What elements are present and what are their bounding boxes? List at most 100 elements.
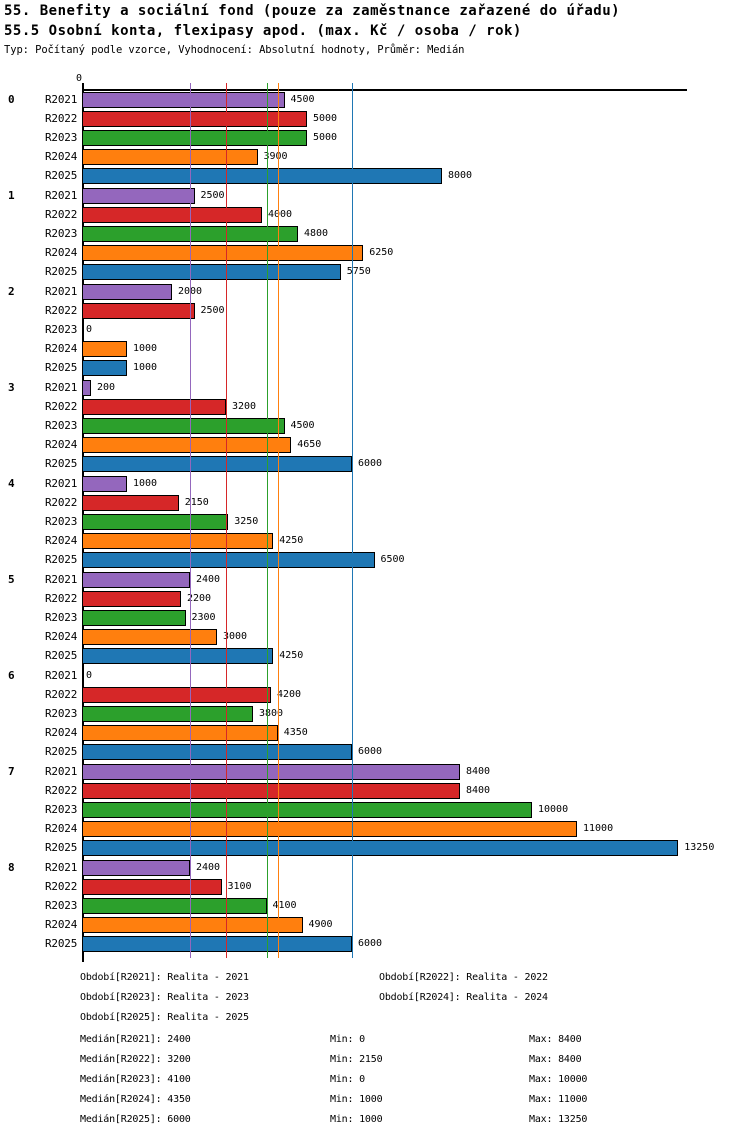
bar-value-label: 5000: [313, 131, 338, 143]
row-label: R2025: [45, 457, 78, 471]
legend-min-item: Min: 2150: [330, 1054, 383, 1065]
row-label: R2022: [45, 111, 78, 125]
bar-chart-plot-area: 0 0 R2021 4500 R2022 5000 R2023 5000 R2024 3900 R2…: [8, 73, 714, 962]
bar: [82, 110, 307, 127]
bar-value-label: 2400: [196, 861, 221, 873]
row-label: R2025: [45, 553, 78, 567]
bar-value-label: 2500: [200, 304, 225, 316]
legend-median-item: Medián[R2023]: 4100: [80, 1074, 191, 1085]
bar: [82, 283, 172, 300]
bar-value-label: 6000: [358, 746, 383, 758]
bar: [82, 629, 217, 646]
bar-value-label: 6000: [358, 938, 383, 950]
row-label: R2024: [45, 438, 78, 452]
row-label: R2021: [45, 860, 78, 874]
bar: [82, 782, 460, 799]
row-label: R2023: [45, 322, 78, 336]
legend-max-item: Max: 10000: [529, 1074, 588, 1085]
bar: [82, 245, 364, 262]
bar-value-label: 2500: [200, 189, 225, 201]
bar: [82, 149, 258, 166]
chart-title: 55. Benefity a sociální fond (pouze za z…: [4, 3, 621, 19]
bar-value-label: 8400: [466, 765, 491, 777]
row-label: R2022: [45, 303, 78, 317]
row-label: R2021: [45, 572, 78, 586]
row-label: R2023: [45, 226, 78, 240]
row-label: R2024: [45, 534, 78, 548]
row-label: R2025: [45, 841, 78, 855]
median-line-r2023: [266, 83, 268, 958]
bar-value-label: 4350: [283, 727, 308, 739]
legend-median-item: Medián[R2022]: 3200: [80, 1054, 191, 1065]
bar-value-label: 3800: [259, 707, 284, 719]
legend-max-item: Max: 8400: [529, 1034, 582, 1045]
bar-value-label: 10000: [538, 803, 569, 815]
bar-value-label: 4650: [297, 439, 322, 451]
group-label: 3: [8, 380, 15, 394]
bar-value-label: 0: [86, 323, 93, 335]
bar: [82, 360, 127, 377]
row-label: R2025: [45, 649, 78, 663]
legend-period-item: Období[R2021]: Realita - 2021: [80, 972, 249, 983]
bar-value-label: 4100: [272, 899, 297, 911]
bar-value-label: 1000: [133, 343, 158, 355]
bar-value-label: 2300: [191, 611, 216, 623]
row-label: R2021: [45, 764, 78, 778]
row-label: R2025: [45, 745, 78, 759]
bar-value-label: 3250: [234, 515, 259, 527]
group-label: 7: [8, 764, 15, 778]
row-label: R2022: [45, 783, 78, 797]
bar: [82, 417, 285, 434]
group-label: 8: [8, 860, 15, 874]
row-label: R2021: [45, 188, 78, 202]
bar-value-label: 2150: [184, 496, 209, 508]
bar: [82, 686, 271, 703]
row-label: R2024: [45, 630, 78, 644]
bar-value-label: 1000: [133, 477, 158, 489]
legend-max-item: Max: 8400: [529, 1054, 582, 1065]
bar: [82, 878, 222, 895]
chart-subtitle: 55.5 Osobní konta, flexipasy apod. (max.…: [4, 23, 522, 39]
row-label: R2022: [45, 879, 78, 893]
bar: [82, 590, 181, 607]
row-label: R2023: [45, 130, 78, 144]
row-label: R2025: [45, 169, 78, 183]
legend-max-item: Max: 13250: [529, 1114, 588, 1125]
bar: [82, 379, 91, 396]
group-label: 6: [8, 668, 15, 682]
row-label: R2022: [45, 399, 78, 413]
bar-value-label: 0: [86, 669, 93, 681]
row-label: R2021: [45, 284, 78, 298]
bar-value-label: 4000: [268, 208, 293, 220]
bar-value-label: 4500: [290, 419, 315, 431]
row-label: R2021: [45, 92, 78, 106]
bar-value-label: 2200: [187, 592, 212, 604]
bar: [82, 840, 679, 857]
chart-legend: Období[R2021]: Realita - 2021 Období[R202…: [0, 965, 750, 1136]
legend-period-item: Období[R2022]: Realita - 2022: [379, 972, 548, 983]
legend-period-item: Období[R2024]: Realita - 2024: [379, 992, 548, 1003]
bar: [82, 187, 195, 204]
row-label: R2024: [45, 918, 78, 932]
bar-value-label: 3900: [263, 151, 288, 163]
bar-value-label: 8000: [448, 170, 473, 182]
legend-median-item: Medián[R2025]: 6000: [80, 1114, 191, 1125]
group-label: 2: [8, 284, 15, 298]
legend-period-item: Období[R2025]: Realita - 2025: [80, 1012, 249, 1023]
legend-min-item: Min: 0: [330, 1074, 365, 1085]
legend-median-item: Medián[R2024]: 4350: [80, 1094, 191, 1105]
row-label: R2025: [45, 265, 78, 279]
median-line-r2024: [277, 83, 279, 958]
bar-value-label: 6250: [369, 247, 394, 259]
bar: [82, 552, 375, 569]
median-line-r2021: [190, 83, 191, 958]
row-label: R2025: [45, 361, 78, 375]
row-label: R2022: [45, 495, 78, 509]
row-label: R2023: [45, 514, 78, 528]
row-label: R2023: [45, 610, 78, 624]
bar: [82, 571, 190, 588]
median-line-r2022: [226, 83, 227, 958]
bar: [82, 917, 303, 934]
bar: [82, 744, 352, 761]
bar: [82, 302, 195, 319]
